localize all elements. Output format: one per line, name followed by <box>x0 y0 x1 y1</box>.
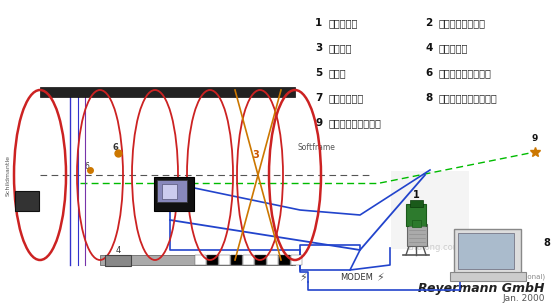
Bar <box>195 255 206 265</box>
FancyBboxPatch shape <box>407 224 427 246</box>
FancyBboxPatch shape <box>154 177 194 211</box>
Text: 3: 3 <box>253 150 259 160</box>
FancyBboxPatch shape <box>161 184 176 198</box>
Text: ⚡: ⚡ <box>299 273 307 283</box>
FancyBboxPatch shape <box>105 255 130 265</box>
Text: 7: 7 <box>290 258 295 268</box>
Text: 远程棱镜（后视）．: 远程棱镜（后视）． <box>329 118 382 128</box>
Text: 净空测量: 净空测量 <box>329 43 352 53</box>
Text: 数据传输．: 数据传输． <box>439 43 468 53</box>
FancyBboxPatch shape <box>454 229 521 276</box>
FancyBboxPatch shape <box>409 199 422 207</box>
FancyBboxPatch shape <box>157 180 187 202</box>
FancyBboxPatch shape <box>412 219 421 227</box>
FancyBboxPatch shape <box>406 204 426 226</box>
Text: 1: 1 <box>315 18 322 28</box>
Text: 6: 6 <box>85 162 90 171</box>
Text: Softframe: Softframe <box>298 144 336 152</box>
Text: 马达全站仪: 马达全站仪 <box>329 18 358 28</box>
FancyBboxPatch shape <box>450 271 525 281</box>
Text: 5: 5 <box>21 201 27 209</box>
Text: 6: 6 <box>112 143 118 152</box>
Text: 9: 9 <box>532 134 538 143</box>
Text: 1: 1 <box>413 190 419 200</box>
Bar <box>267 255 278 265</box>
Bar <box>231 255 242 265</box>
Bar <box>279 255 290 265</box>
Text: zhulong.com: zhulong.com <box>408 244 462 252</box>
Text: Schildmantle: Schildmantle <box>6 155 11 195</box>
FancyBboxPatch shape <box>100 255 295 265</box>
Text: 倾斜仪: 倾斜仪 <box>329 68 347 78</box>
Bar <box>255 255 266 265</box>
Text: MODEM: MODEM <box>340 274 373 282</box>
Text: ⚡: ⚡ <box>376 273 384 283</box>
Text: 洞外系统控制计算机．: 洞外系统控制计算机． <box>439 93 498 103</box>
Text: 2: 2 <box>171 215 176 224</box>
FancyBboxPatch shape <box>458 232 514 268</box>
FancyBboxPatch shape <box>40 87 295 97</box>
Text: 5: 5 <box>315 68 322 78</box>
Text: 信号传输装置: 信号传输装置 <box>329 93 364 103</box>
Text: 4: 4 <box>115 246 120 255</box>
Text: 计算机处理系统．: 计算机处理系统． <box>439 18 486 28</box>
Text: 9: 9 <box>315 118 322 128</box>
Text: Jan. 2000: Jan. 2000 <box>502 294 545 303</box>
Text: 马达棱镜（前视）．: 马达棱镜（前视）． <box>439 68 492 78</box>
Text: 4: 4 <box>425 43 432 53</box>
Text: 6: 6 <box>425 68 432 78</box>
Text: 8: 8 <box>543 238 550 248</box>
Bar <box>243 255 254 265</box>
Text: 3: 3 <box>315 43 322 53</box>
Bar <box>207 255 218 265</box>
Text: BQro PC online (optional): BQro PC online (optional) <box>457 274 545 280</box>
FancyBboxPatch shape <box>15 191 39 211</box>
Text: 8: 8 <box>425 93 432 103</box>
Text: Reyermann GmbH: Reyermann GmbH <box>418 282 545 295</box>
Bar <box>291 255 302 265</box>
Text: 7: 7 <box>315 93 323 103</box>
Text: 2: 2 <box>425 18 432 28</box>
Bar <box>219 255 230 265</box>
